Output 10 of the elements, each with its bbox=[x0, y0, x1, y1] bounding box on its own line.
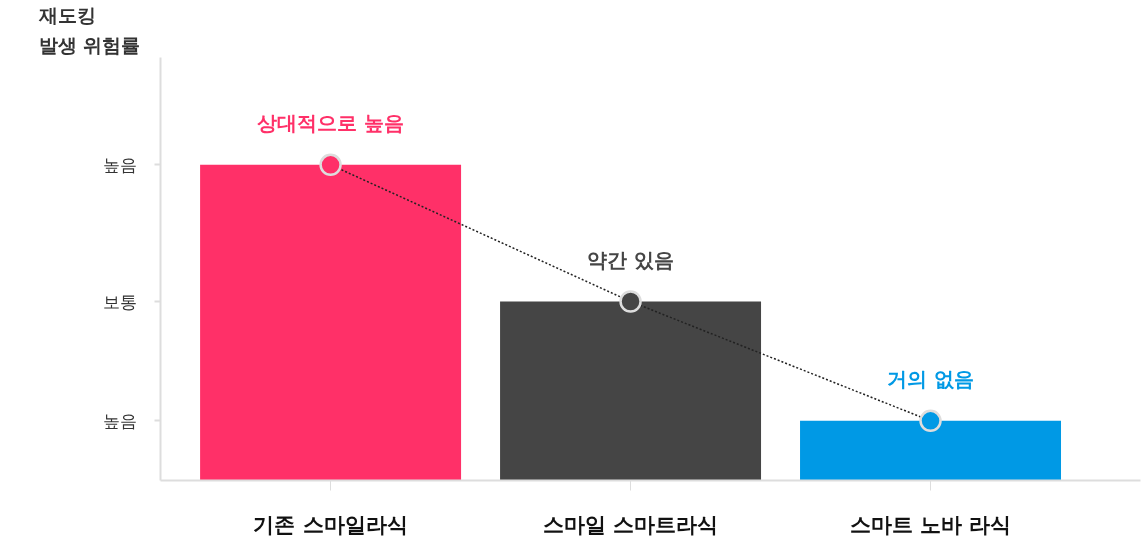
x-tick-label: 스마일 스마트라식 bbox=[542, 512, 719, 537]
annotation: 상대적으로 높음 bbox=[257, 110, 405, 135]
text: 높음 bbox=[102, 154, 137, 175]
text: 보통 bbox=[102, 291, 137, 312]
text: 높음 bbox=[102, 410, 137, 431]
x-tick-label: 스마트 노바 라식 bbox=[849, 512, 1012, 537]
x-tick-label: 기존 스마일라식 bbox=[253, 512, 408, 537]
annotation: 약간 있음 bbox=[587, 247, 675, 272]
annotation: 거의 없음 bbox=[887, 366, 975, 391]
chart-title: 재도킹 발생 위험률 bbox=[37, 3, 141, 57]
